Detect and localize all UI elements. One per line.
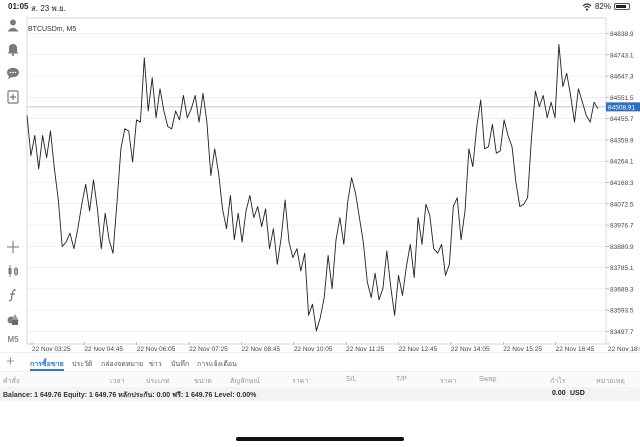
x-tick-label: 22 Nov 06:05 [137,346,176,352]
y-tick-label: 84455.7 [610,116,634,123]
price-chart[interactable]: 84838.9 84743.1 84647.3 84551.5 84455.7 84359… [0,12,640,353]
status-bar: 01:05 ส. 23 พ.ย. 82% [0,0,640,14]
x-tick-label: 22 Nov 15:25 [503,346,542,352]
y-tick-label: 84551.5 [610,95,634,102]
col-price: ราคา [292,378,309,385]
chat-icon[interactable] [4,64,22,82]
chart-symbol: BTCUSDm, M5 [28,26,77,33]
x-tick-label: 22 Nov 03:25 [32,346,71,352]
clock: 01:05 [8,2,29,11]
current-price-badge [606,102,640,112]
tab-mailbox[interactable]: กล่องจดหมาย [101,361,144,368]
account-currency: USD [570,390,585,397]
candles-icon[interactable] [4,262,22,280]
function-icon[interactable] [4,286,22,304]
price-series-line [26,43,599,332]
wifi-icon [582,2,592,11]
battery-percent: 82% [594,2,611,11]
left-toolbar: M5 [0,12,26,352]
col-tp: T/P [396,376,407,383]
x-tick-label: 22 Nov 08:45 [241,346,280,352]
y-tick-label: 84168.3 [610,180,634,187]
x-tick-label: 22 Nov 18:05 [608,346,640,352]
y-tick-label: 84264.1 [610,159,634,166]
add-tab-button[interactable]: + [6,353,15,370]
y-tick-label: 84743.1 [610,52,634,59]
x-tick-label: 22 Nov 12:45 [399,346,438,352]
col-current-price: ราคา [440,378,457,385]
home-indicator [236,437,404,441]
y-tick-label: 83785.1 [610,265,634,272]
col-order: คำสั่ง [3,378,20,385]
col-type: ประเภท [146,378,170,385]
trade-column-headers: คำสั่ง เวลา ประเภท ขนาด สัญลักษณ์ ราคา S… [0,371,640,388]
tab-alerts[interactable]: การแจ้งเตือน [197,361,237,368]
date: ส. 23 พ.ย. [31,4,66,13]
status-right: 82% [582,2,630,11]
total-profit: 0.00 [552,390,566,397]
chart-area[interactable]: 84838.9 84743.1 84647.3 84551.5 84455.7 84359… [0,12,640,353]
battery-icon [614,3,630,10]
bell-icon[interactable] [4,40,22,58]
x-tick-label: 22 Nov 14:05 [451,346,490,352]
y-tick-label: 84838.9 [610,31,634,38]
y-tick-label: 84072.5 [610,201,634,208]
current-price-label: 84508.91 [608,104,635,111]
tab-history[interactable]: ประวัติ [72,361,93,368]
col-sl: S/L [346,376,357,383]
col-volume: ขนาด [194,378,213,385]
tab-trade[interactable]: การซื้อขาย [30,361,64,368]
col-comment: หมายเหตุ [596,378,625,385]
document-plus-icon[interactable] [4,88,22,106]
y-tick-label: 83593.5 [610,308,634,315]
tab-news[interactable]: ข่าว [149,361,162,368]
x-tick-label: 22 Nov 16:45 [556,346,595,352]
chart-frame [26,17,607,345]
tab-journal[interactable]: บันทึก [171,361,190,368]
y-tick-label: 83976.7 [610,223,634,230]
y-tick-label: 83689.3 [610,286,634,293]
x-tick-label: 22 Nov 04:45 [84,346,123,352]
col-swap: Swap [479,376,497,383]
y-tick-label: 84647.3 [610,74,634,81]
x-tick-label: 22 Nov 07:25 [189,346,228,352]
col-time: เวลา [110,378,125,385]
y-tick-label: 84359.9 [610,137,634,144]
x-tick-label: 22 Nov 11:25 [346,346,385,352]
y-tick-label: 83497.7 [610,329,634,336]
col-profit: กำไร [550,378,566,385]
shapes-icon[interactable] [4,310,22,328]
active-tab-indicator [30,369,64,371]
timeframe-label[interactable]: M5 [7,335,19,344]
account-summary: Balance: 1 649.76 Equity: 1 649.76 หลักป… [3,392,257,399]
col-symbol: สัญลักษณ์ [230,378,260,385]
y-tick-label: 83880.9 [610,244,634,251]
terminal-tabs: + การซื้อขาย ประวัติ กล่องจดหมาย ข่าว บั… [0,352,640,372]
balance-row: Balance: 1 649.76 Equity: 1 649.76 หลักป… [0,387,640,401]
crosshair-icon[interactable] [4,238,22,256]
x-tick-label: 22 Nov 10:05 [294,346,333,352]
user-icon[interactable] [4,16,22,34]
